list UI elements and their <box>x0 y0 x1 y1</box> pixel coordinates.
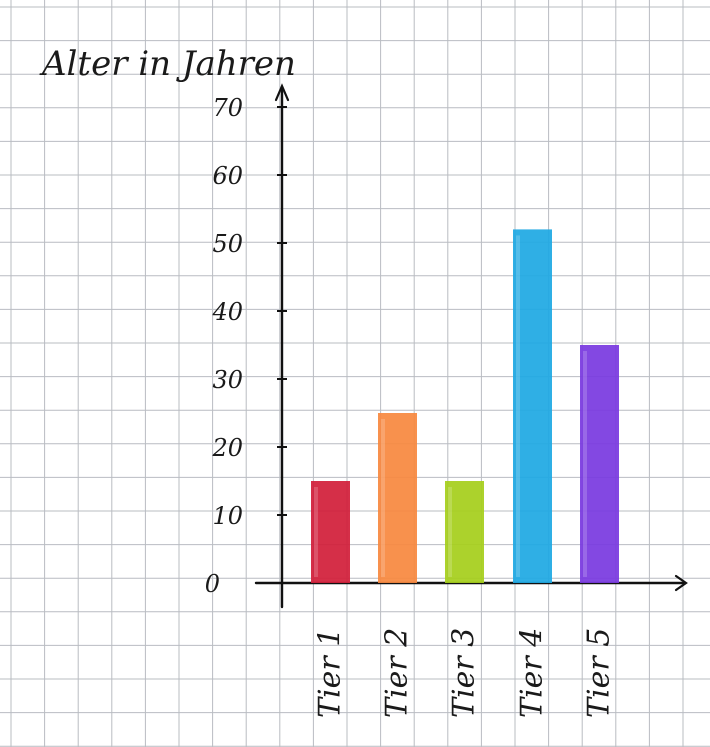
y-axis-arrow <box>274 83 290 102</box>
bar-marker-texture <box>448 487 452 577</box>
x-tick-label: Tier 2 <box>380 628 415 718</box>
bar-marker-texture <box>516 235 520 577</box>
bar-tier-5 <box>580 345 619 583</box>
bar-tier-3 <box>445 481 484 583</box>
y-tick-label: 30 <box>212 366 243 394</box>
bar-tier-4 <box>513 229 552 583</box>
x-axis-arrow <box>674 574 688 592</box>
y-tick-label: 0 <box>205 570 220 598</box>
y-tick-label: 70 <box>212 94 243 122</box>
y-axis-label: Alter in Jahren <box>39 44 296 84</box>
bar-marker-texture <box>583 351 587 577</box>
y-tick-label: 40 <box>211 298 243 326</box>
bars <box>311 229 619 583</box>
bar-marker-texture <box>314 487 318 577</box>
x-tick-label: Tier 4 <box>515 628 550 718</box>
x-tick-labels: Tier 1 Tier 2 Tier 3 Tier 4 Tier 5 <box>313 628 617 718</box>
y-tick-label: 20 <box>211 434 243 462</box>
y-tick-label: 50 <box>212 230 243 258</box>
y-tick-label: 60 <box>212 162 243 190</box>
x-tick-label: Tier 1 <box>313 628 348 718</box>
y-tick-label: 10 <box>212 502 243 530</box>
y-tick-labels: 0 10 20 30 40 50 60 70 <box>205 94 287 598</box>
x-tick-label: Tier 3 <box>447 628 482 718</box>
bar-tier-1 <box>311 481 350 583</box>
bar-marker-texture <box>381 419 385 577</box>
x-tick-label: Tier 5 <box>582 628 617 718</box>
bar-tier-2 <box>378 413 417 583</box>
